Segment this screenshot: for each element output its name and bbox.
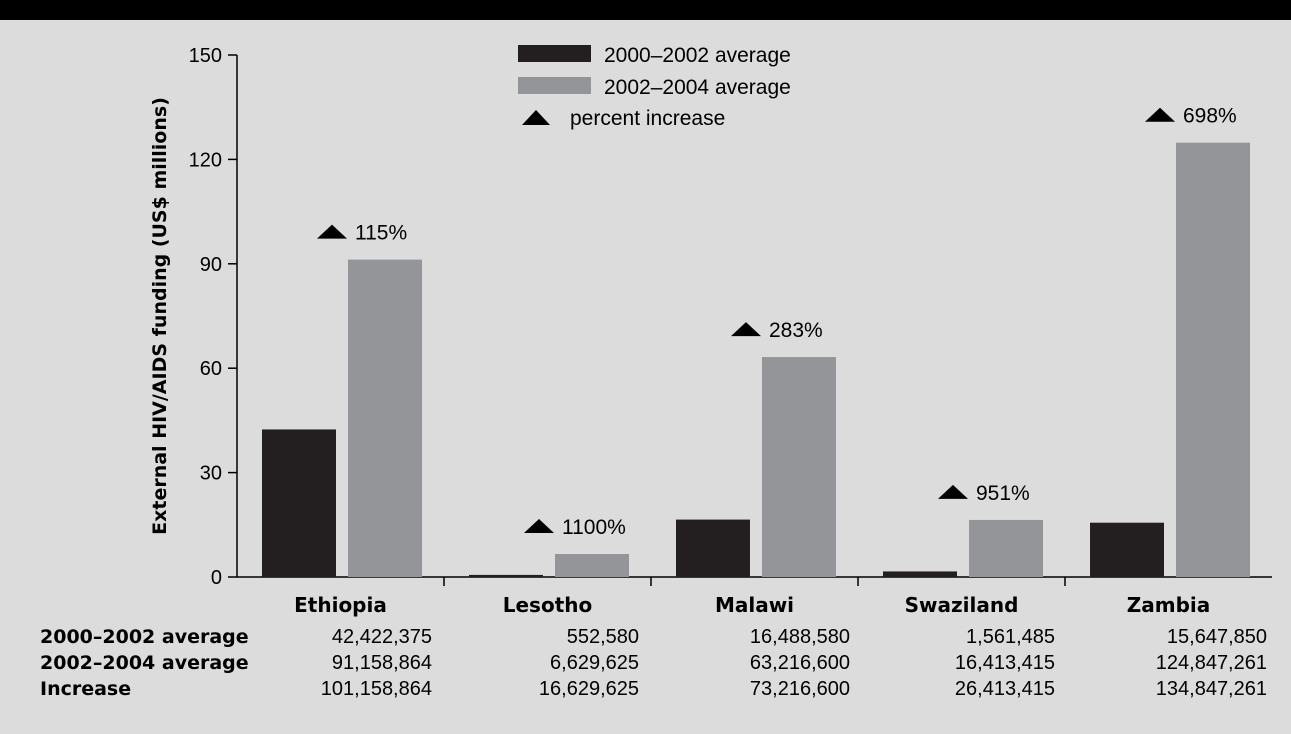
x-category-label-zambia: Zambia <box>1127 593 1211 617</box>
table-cell-0-0: 42,422,375 <box>332 626 432 648</box>
table-cell-2-1: 16,629,625 <box>539 678 639 700</box>
bar-swaziland-series-1 <box>883 571 957 577</box>
bar-lesotho-series-1 <box>469 574 543 577</box>
table-cell-1-4: 124,847,261 <box>1156 652 1267 674</box>
y-tick-label-2: 60 <box>200 358 222 380</box>
table-cell-1-0: 91,158,864 <box>332 652 432 674</box>
table-row-label-2: Increase <box>40 678 131 700</box>
x-category-label-swaziland: Swaziland <box>905 593 1019 617</box>
bar-ethiopia-series-1 <box>262 429 336 577</box>
percent-increase-marker-swaziland <box>938 484 968 499</box>
table-cell-1-3: 16,413,415 <box>955 652 1055 674</box>
bar-swaziland-series-2 <box>969 519 1043 577</box>
legend-swatch-series-2 <box>518 77 591 94</box>
y-axis-label: External HIV/AIDS funding (US$ millions) <box>149 97 171 535</box>
percent-increase-marker-malawi <box>731 322 761 337</box>
table-cell-2-4: 134,847,261 <box>1156 678 1267 700</box>
bar-malawi-series-2 <box>762 357 836 577</box>
table-row-label-1: 2002–2004 average <box>40 652 249 674</box>
percent-increase-label-swaziland: 951% <box>976 482 1030 505</box>
bar-malawi-series-1 <box>676 519 750 577</box>
y-tick-label-1: 30 <box>200 463 222 485</box>
table-cell-2-0: 101,158,864 <box>321 678 432 700</box>
percent-increase-marker-zambia <box>1145 107 1175 122</box>
legend-marker-percent-increase <box>522 110 550 125</box>
table-cell-2-2: 73,216,600 <box>750 678 850 700</box>
x-category-label-malawi: Malawi <box>715 593 794 617</box>
percent-increase-label-malawi: 283% <box>769 319 823 342</box>
table-cell-0-4: 15,647,850 <box>1167 626 1267 648</box>
percent-increase-label-lesotho: 1100% <box>562 516 626 539</box>
y-tick-label-0: 0 <box>211 567 222 589</box>
table-cell-0-2: 16,488,580 <box>750 626 850 648</box>
table-cell-0-3: 1,561,485 <box>966 626 1055 648</box>
percent-increase-marker-ethiopia <box>317 224 347 239</box>
bar-lesotho-series-2 <box>555 554 629 577</box>
table-cell-0-1: 552,580 <box>567 626 639 648</box>
percent-increase-label-zambia: 698% <box>1183 105 1237 128</box>
percent-increase-label-ethiopia: 115% <box>355 222 407 245</box>
bar-zambia-series-1 <box>1090 522 1164 577</box>
bar-ethiopia-series-2 <box>348 259 422 577</box>
table-cell-1-1: 6,629,625 <box>550 652 639 674</box>
y-tick-label-5: 150 <box>189 45 222 67</box>
top-bar <box>0 0 1291 20</box>
bar-zambia-series-2 <box>1176 142 1250 578</box>
legend-swatch-series-1 <box>518 45 591 62</box>
y-tick-label-3: 90 <box>200 254 222 276</box>
legend-label-percent-increase: percent increase <box>570 107 725 130</box>
y-tick-label-4: 120 <box>189 149 222 171</box>
legend-label-series-2: 2002–2004 average <box>604 76 791 99</box>
percent-increase-marker-lesotho <box>524 519 554 534</box>
table-cell-2-3: 26,413,415 <box>955 678 1055 700</box>
x-category-label-ethiopia: Ethiopia <box>294 593 387 617</box>
table-cell-1-2: 63,216,600 <box>750 652 850 674</box>
legend-label-series-1: 2000–2002 average <box>604 44 791 67</box>
x-category-label-lesotho: Lesotho <box>503 593 593 617</box>
table-row-label-0: 2000–2002 average <box>40 626 249 648</box>
